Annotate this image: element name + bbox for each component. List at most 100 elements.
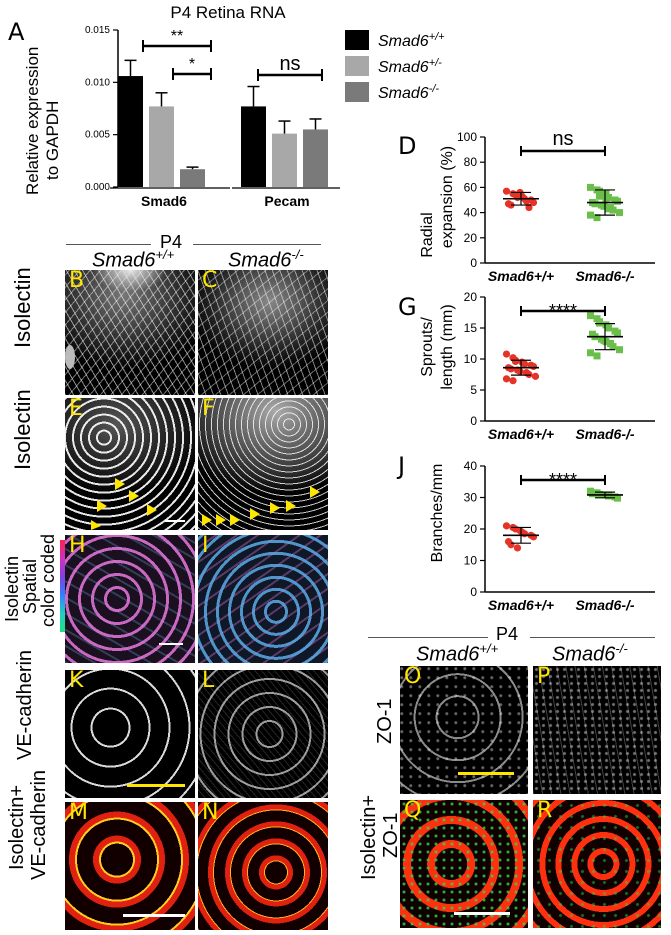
x-category-label: Smad6-/-	[575, 268, 634, 284]
data-point	[603, 338, 610, 345]
y-tick-label: 0.015	[85, 25, 110, 36]
micrograph-h: H	[65, 535, 195, 663]
row-label-ve-cadherin: VE-cadherin	[14, 650, 37, 760]
genotype-header-wt: Smad6+/+	[92, 247, 174, 273]
data-point	[507, 365, 514, 372]
age-rule-left-2	[193, 244, 321, 245]
panel-g-chart: Sprouts/ length (mm) 05101520Smad6+/+ Sma…	[400, 285, 671, 450]
y-tick-label: 20	[464, 290, 478, 304]
micrograph-e: E	[65, 398, 195, 530]
y-tick-label: 100	[457, 130, 477, 144]
y-tick-label: 0	[470, 585, 477, 599]
age-rule-right	[368, 637, 488, 638]
legend-swatch	[345, 82, 369, 102]
panel-a-significance: *** ns	[143, 28, 322, 81]
genotype-header-ko: Smad6-/-	[228, 247, 304, 273]
svg-text:Sprouts/: Sprouts/	[419, 317, 436, 377]
x-category-label: Smad6-/-	[575, 597, 634, 613]
row-label-iso-zo1-line1: Isolectin+	[358, 795, 381, 880]
panel-d-chart: Radial expansion (%) 0 20 40 60 80 100 Smad6+/…	[400, 125, 671, 290]
micrograph-k: K	[65, 670, 195, 798]
data-point	[516, 368, 523, 375]
micrograph-c: C	[198, 270, 328, 395]
data-point	[509, 377, 516, 384]
genotype-header-ko-right: Smad6-/-	[552, 641, 628, 667]
micrograph-m: M	[65, 802, 195, 930]
y-axis-label-line2: to GAPDH	[43, 101, 62, 180]
sig-label: ****	[549, 470, 577, 490]
x-category-label: Smad6+/+	[488, 268, 554, 284]
micrograph-b: B	[65, 270, 195, 395]
row-label-zo1: ZO-1	[374, 698, 397, 744]
data-point	[503, 350, 510, 357]
row-label-spatial-line3: color coded	[38, 534, 59, 627]
data-point	[507, 541, 514, 548]
data-point	[587, 184, 594, 191]
data-point	[594, 352, 601, 359]
y-tick-label: 10	[464, 554, 478, 568]
data-point	[587, 212, 594, 219]
bar	[149, 106, 174, 187]
chart-title: P4 Retina RNA	[170, 3, 286, 22]
sig-label: ns	[552, 128, 573, 150]
row-label-iso-ve-line2: VE-cadherin	[28, 770, 51, 880]
svg-text:expansion (%): expansion (%)	[439, 146, 456, 248]
row-label-iso-ve-line1: Isolectin+	[6, 785, 29, 870]
data-point	[516, 527, 523, 534]
data-point	[521, 360, 528, 367]
data-point	[514, 544, 521, 551]
data-point	[530, 363, 537, 370]
x-category-label: Smad6+/+	[488, 597, 554, 613]
data-point	[603, 195, 610, 202]
x-category-label: Smad6	[141, 193, 187, 209]
age-rule-right-2	[530, 637, 655, 638]
data-point	[503, 375, 510, 382]
data-point	[596, 320, 603, 327]
panel-j-chart: Branches/mm 0 10 20 30 40 Smad6+/+ Smad6-/- ***…	[400, 445, 671, 625]
micrograph-n: N	[198, 802, 328, 930]
y-tick-label: 0	[470, 256, 477, 270]
micrograph-l: L	[198, 670, 328, 798]
y-tick-label: 15	[464, 321, 478, 335]
row-label-isolectin-2: Isolectin	[10, 389, 36, 470]
x-category-label: Smad6+/+	[488, 426, 554, 442]
data-point	[616, 346, 623, 353]
y-tick-label: 40	[464, 459, 478, 473]
micrograph-o: O	[400, 666, 528, 794]
panel-a-bars	[118, 60, 328, 187]
data-point	[616, 209, 623, 216]
data-point	[596, 193, 603, 200]
data-point	[614, 329, 621, 336]
bar	[303, 129, 328, 187]
bar	[118, 76, 143, 187]
age-label-right: P4	[496, 624, 518, 645]
legend-label: Smad6+/+	[378, 31, 445, 50]
genotype-header-wt-right: Smad6+/+	[416, 641, 498, 667]
y-axis-label-line1: Relative expression	[23, 47, 42, 195]
y-tick-label: 20	[464, 522, 478, 536]
sig-label-double-star: **	[171, 28, 183, 45]
scale-bar	[127, 784, 185, 787]
y-tick-label: 0	[470, 414, 477, 428]
data-point	[589, 490, 596, 497]
panel-a-legend: Smad6+/+ Smad6+/- Smad6-/-	[345, 30, 445, 102]
micrograph-q: Q	[400, 800, 528, 928]
micrograph-p: P	[533, 666, 661, 794]
sig-label-star: *	[189, 56, 195, 73]
sig-label: ****	[549, 301, 577, 321]
y-tick-label: 10	[464, 352, 478, 366]
y-tick-label: 60	[464, 180, 478, 194]
bar	[180, 169, 205, 187]
data-point	[525, 371, 532, 378]
y-tick-label: 20	[464, 231, 478, 245]
data-point	[587, 349, 594, 356]
sig-label-ns: ns	[279, 53, 300, 75]
data-point	[530, 533, 537, 540]
svg-text:Branches/mm: Branches/mm	[429, 464, 446, 563]
x-category-label: Pecam	[264, 193, 309, 209]
y-tick-label: 40	[464, 206, 478, 220]
data-point	[512, 358, 519, 365]
y-tick-label: 30	[464, 491, 478, 505]
data-point	[532, 373, 539, 380]
y-tick-label: 0.010	[85, 77, 110, 88]
